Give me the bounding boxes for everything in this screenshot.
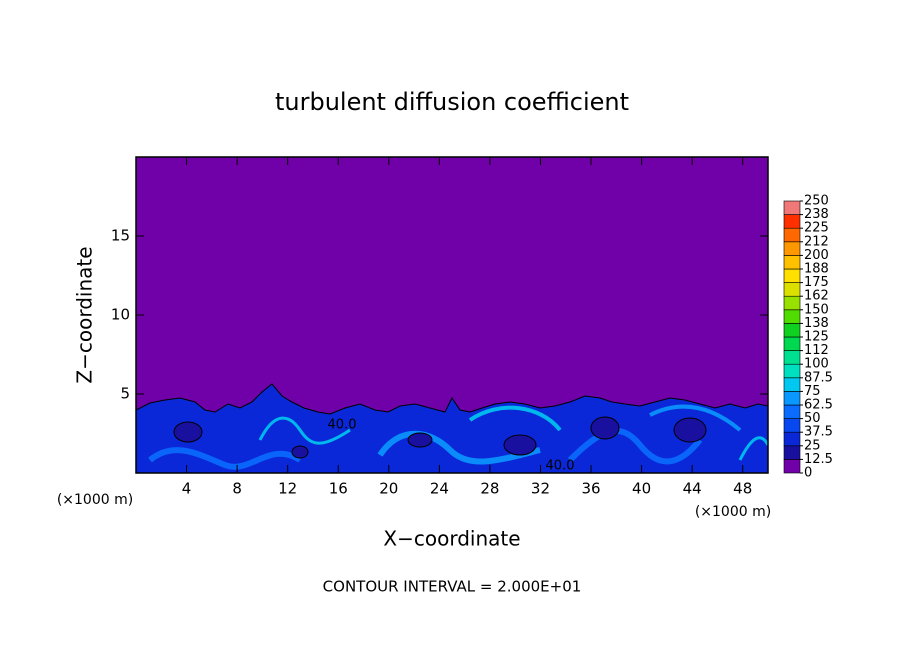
colorbar-band bbox=[783, 214, 801, 229]
field bbox=[136, 157, 768, 473]
colorbar-label: 100 bbox=[804, 357, 829, 372]
x-unit: (×1000 m) bbox=[695, 504, 771, 520]
colorbar-label: 0 bbox=[804, 466, 812, 481]
colorbar-band bbox=[783, 295, 801, 311]
colorbar-band bbox=[783, 268, 801, 283]
colorbar-band bbox=[783, 200, 801, 215]
x-tick-label: 8 bbox=[232, 480, 242, 498]
y-tick-label: 10 bbox=[111, 306, 130, 324]
x-tick-label: 36 bbox=[581, 480, 600, 498]
colorbar-band bbox=[783, 377, 801, 392]
colorbar-band bbox=[783, 282, 801, 297]
colorbar-label: 225 bbox=[804, 221, 829, 236]
chart-title: turbulent diffusion coefficient bbox=[275, 88, 629, 116]
colorbar-label: 62.5 bbox=[804, 398, 833, 413]
x-tick-label: 24 bbox=[430, 480, 449, 498]
colorbar-band bbox=[783, 418, 801, 433]
colorbar-band bbox=[783, 391, 801, 406]
colorbar-label: 12.5 bbox=[804, 452, 833, 467]
x-tick-label: 28 bbox=[480, 480, 499, 498]
x-axis-label: X−coordinate bbox=[383, 527, 520, 551]
colorbar-label: 200 bbox=[804, 248, 829, 263]
colorbar-label: 138 bbox=[804, 316, 829, 331]
contour-label: 40.0 bbox=[328, 418, 357, 433]
colorbar-band bbox=[783, 459, 801, 474]
colorbar-label: 238 bbox=[804, 207, 829, 222]
x-tick-label: 20 bbox=[379, 480, 398, 498]
footnote: CONTOUR INTERVAL = 2.000E+01 bbox=[323, 578, 582, 596]
colorbar-label: 188 bbox=[804, 262, 829, 277]
colorbar-band bbox=[783, 323, 801, 338]
y-axis-label: Z−coordinate bbox=[73, 246, 97, 383]
colorbar-band bbox=[783, 363, 801, 379]
colorbar-band bbox=[783, 227, 801, 243]
x-tick-label: 12 bbox=[278, 480, 297, 498]
y-tick-label: 5 bbox=[120, 385, 130, 403]
contour-label: 40.0 bbox=[546, 459, 575, 474]
colorbar-label: 112 bbox=[804, 343, 829, 358]
colorbar-band bbox=[783, 445, 801, 460]
colorbar-label: 150 bbox=[804, 302, 829, 317]
colorbar-band bbox=[783, 309, 801, 324]
x-tick-label: 32 bbox=[531, 480, 550, 498]
colorbar-label: 50 bbox=[804, 411, 821, 426]
x-tick-label: 40 bbox=[632, 480, 651, 498]
colorbar-band bbox=[783, 336, 801, 351]
colorbar-label: 75 bbox=[804, 384, 821, 399]
x-tick-label: 44 bbox=[683, 480, 702, 498]
colorbar-label: 125 bbox=[804, 330, 829, 345]
x-tick-label: 48 bbox=[733, 480, 752, 498]
colorbar-label: 25 bbox=[804, 438, 821, 453]
colorbar-band bbox=[783, 241, 801, 256]
colorbar-label: 37.5 bbox=[804, 425, 833, 440]
colorbar-band bbox=[783, 350, 801, 365]
colorbar-band bbox=[783, 431, 801, 447]
colorbar-label: 212 bbox=[804, 234, 829, 249]
colorbar-label: 250 bbox=[804, 194, 829, 209]
x-unit: (×1000 m) bbox=[57, 492, 133, 508]
colorbar-band bbox=[783, 255, 801, 270]
colorbar-label: 175 bbox=[804, 275, 829, 290]
y-tick-label: 15 bbox=[111, 227, 130, 245]
colorbar-label: 87.5 bbox=[804, 370, 833, 385]
colorbar-band bbox=[783, 404, 801, 419]
colorbar-label: 162 bbox=[804, 289, 829, 304]
x-tick-label: 16 bbox=[329, 480, 348, 498]
x-tick-label: 4 bbox=[182, 480, 192, 498]
